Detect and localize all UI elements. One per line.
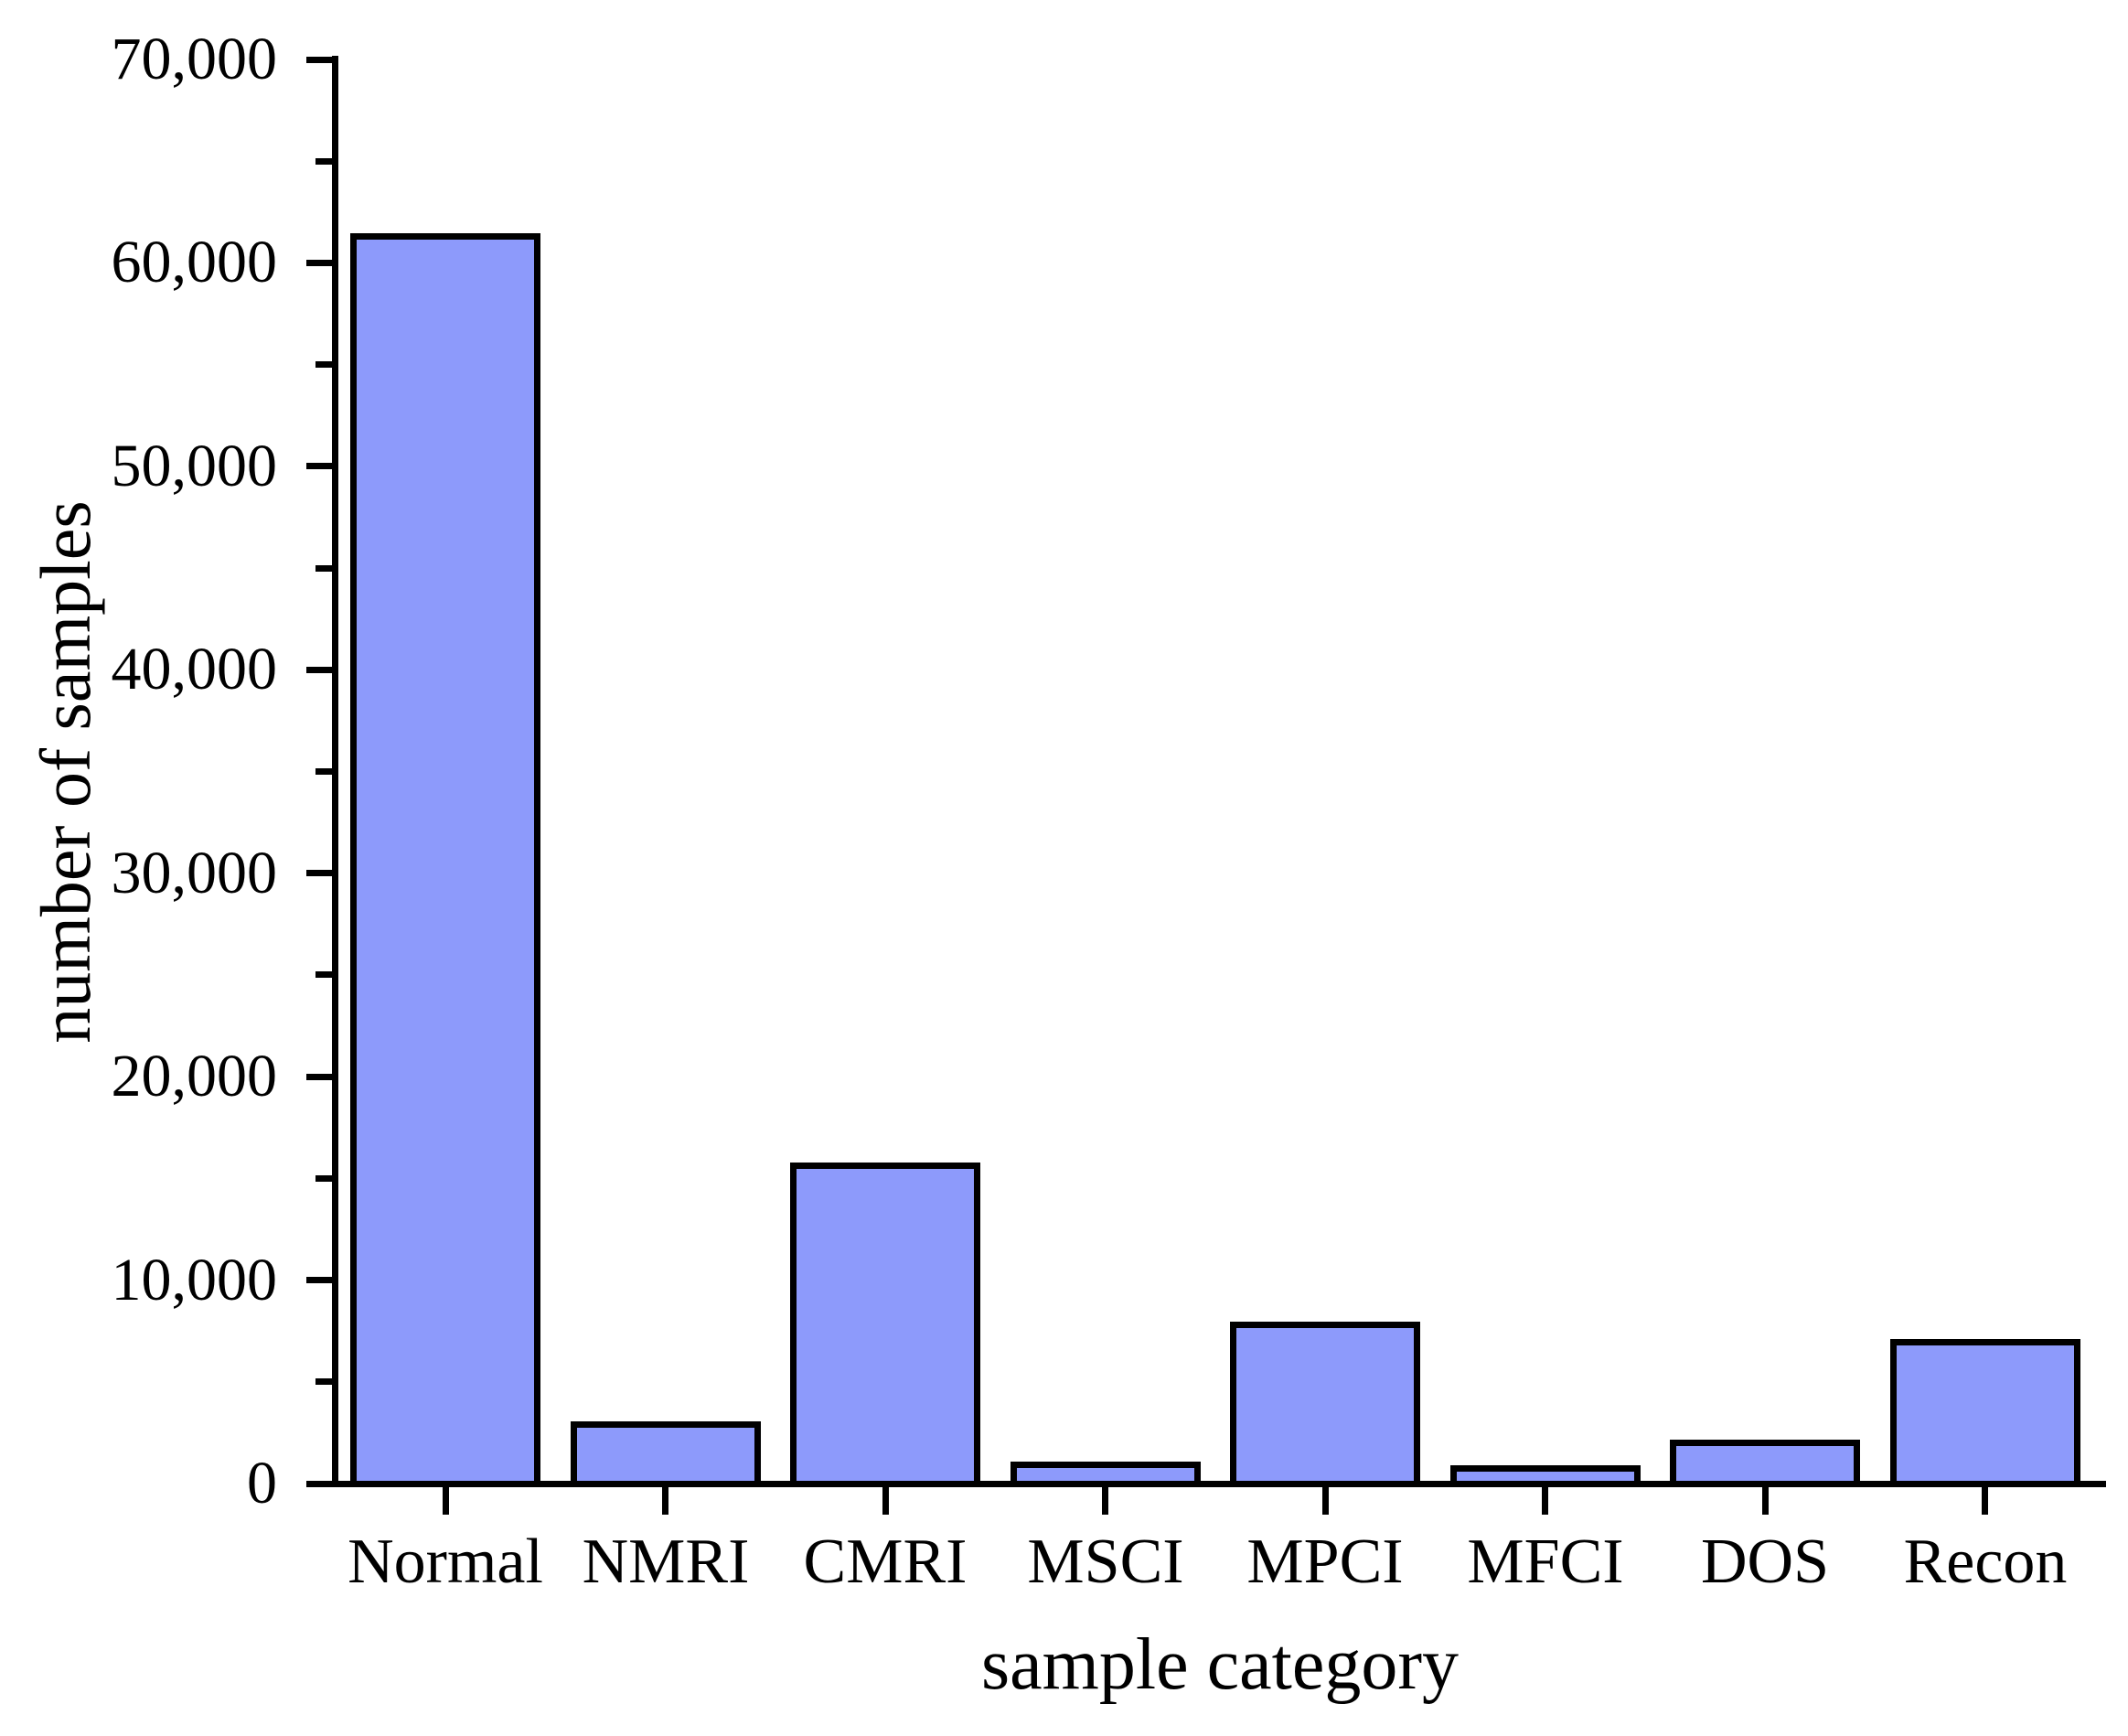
bar-cmri (790, 1163, 980, 1487)
x-category-label-nmri: NMRI (582, 1527, 750, 1597)
x-category-label-dos: DOS (1700, 1527, 1830, 1597)
x-tick-recon (1982, 1487, 1988, 1515)
y-minor-tick-25000 (315, 971, 332, 978)
x-axis-title: sample category (981, 1624, 1459, 1705)
x-axis-line (332, 1481, 2106, 1487)
y-major-tick-30000 (306, 870, 332, 876)
y-minor-tick-5000 (315, 1378, 332, 1385)
x-category-label-cmri: CMRI (803, 1527, 968, 1597)
x-tick-mfci (1542, 1487, 1548, 1515)
y-major-tick-10000 (306, 1277, 332, 1283)
y-major-tick-60000 (306, 260, 332, 266)
y-major-tick-20000 (306, 1074, 332, 1080)
x-category-label-normal: Normal (348, 1527, 543, 1597)
y-tick-label-0: 0 (247, 1450, 277, 1516)
y-minor-tick-45000 (315, 565, 332, 572)
y-major-tick-70000 (306, 57, 332, 63)
y-minor-tick-35000 (315, 768, 332, 775)
x-tick-mpci (1322, 1487, 1329, 1515)
bar-mpci (1230, 1322, 1420, 1487)
x-tick-normal (443, 1487, 449, 1515)
x-category-label-msci: MSCI (1027, 1527, 1184, 1597)
x-category-label-mpci: MPCI (1246, 1527, 1404, 1597)
y-tick-label-40000: 40,000 (111, 636, 278, 702)
y-axis-title: number of samples (26, 500, 105, 1044)
x-category-label-recon: Recon (1903, 1527, 2068, 1597)
y-tick-label-30000: 30,000 (111, 840, 278, 906)
x-category-label-mfci: MFCI (1467, 1527, 1624, 1597)
x-tick-cmri (882, 1487, 889, 1515)
y-axis-line (332, 56, 338, 1487)
y-tick-label-70000: 70,000 (111, 26, 278, 92)
y-major-tick-40000 (306, 667, 332, 673)
x-tick-nmri (662, 1487, 668, 1515)
x-tick-dos (1762, 1487, 1769, 1515)
bar-dos (1670, 1440, 1860, 1487)
bar-nmri (571, 1421, 761, 1487)
y-major-tick-0 (306, 1481, 332, 1487)
x-tick-msci (1102, 1487, 1108, 1515)
y-tick-label-20000: 20,000 (111, 1043, 278, 1109)
y-tick-label-50000: 50,000 (111, 433, 278, 499)
bar-normal (350, 233, 540, 1487)
y-tick-label-60000: 60,000 (111, 229, 278, 295)
y-major-tick-50000 (306, 463, 332, 469)
y-minor-tick-65000 (315, 158, 332, 165)
y-minor-tick-55000 (315, 361, 332, 368)
y-tick-label-10000: 10,000 (111, 1247, 278, 1313)
y-minor-tick-15000 (315, 1175, 332, 1182)
bar-recon (1890, 1339, 2080, 1487)
